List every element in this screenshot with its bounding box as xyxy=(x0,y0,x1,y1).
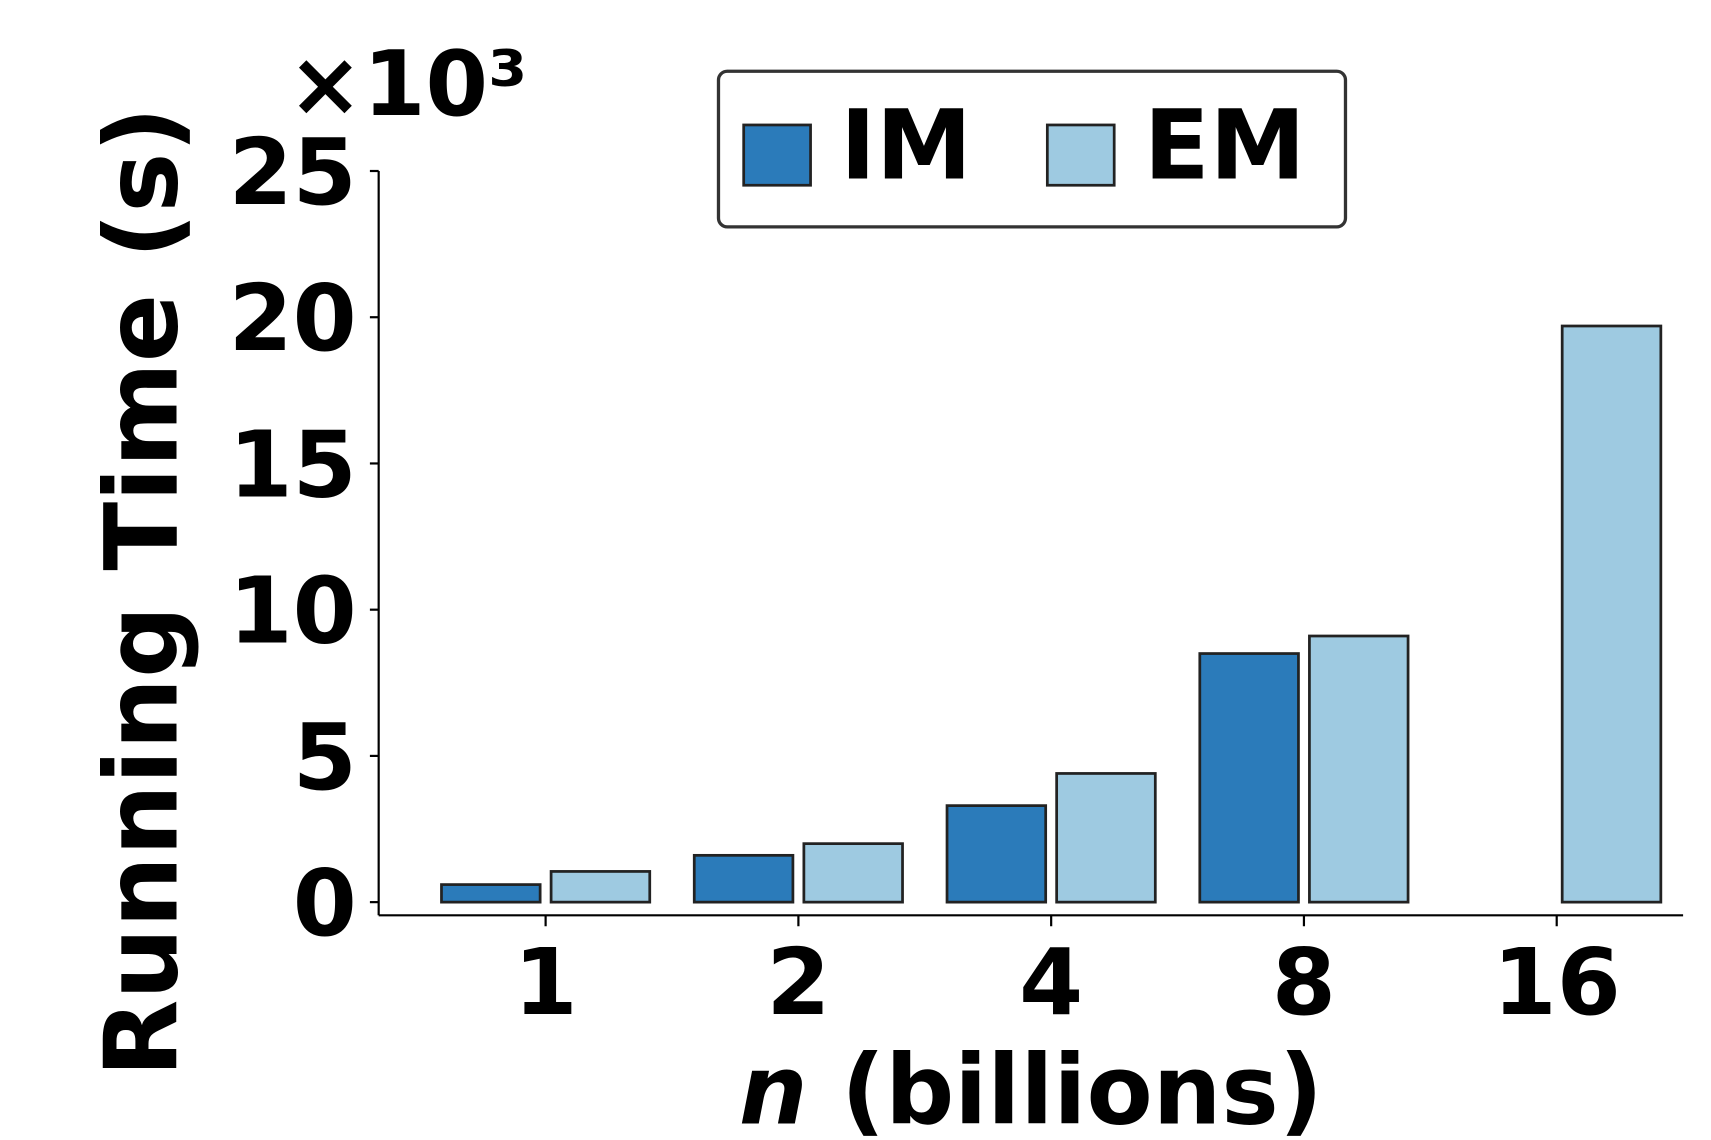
bar xyxy=(945,804,1048,904)
x-tick-label: 16 xyxy=(1493,929,1621,1036)
y-tick-label: 25 xyxy=(229,119,357,226)
y-tick-label: 10 xyxy=(229,558,357,665)
bar xyxy=(1560,324,1663,904)
y-tick-label: 0 xyxy=(293,850,357,957)
bar xyxy=(1055,772,1157,904)
x-tick-label: 4 xyxy=(1019,929,1083,1036)
bar xyxy=(549,870,652,904)
legend-label: IM xyxy=(840,89,972,202)
y-axis-label: Running Time (s) xyxy=(82,107,200,1078)
bar xyxy=(440,883,542,904)
x-tick-label: 1 xyxy=(514,929,578,1036)
legend-box xyxy=(716,69,1348,229)
legend-swatch xyxy=(1045,123,1116,187)
legend-label: EM xyxy=(1144,89,1306,202)
x-axis-label: n (billions) xyxy=(739,1034,1323,1140)
y-tick-label: 5 xyxy=(293,704,357,811)
bar xyxy=(692,853,795,904)
bar xyxy=(1198,652,1300,904)
bar xyxy=(1308,634,1410,904)
x-label-variable: n xyxy=(739,1034,808,1140)
legend-swatch xyxy=(742,123,812,187)
y-tick-label: 20 xyxy=(229,265,357,372)
y-offset-label: ×10³ xyxy=(288,33,528,137)
y-tick-label: 15 xyxy=(229,411,357,518)
x-tick-label: 2 xyxy=(766,929,830,1036)
bar xyxy=(802,842,904,904)
x-tick-label: 8 xyxy=(1272,929,1336,1036)
x-label-text: (billions) xyxy=(841,1034,1323,1140)
